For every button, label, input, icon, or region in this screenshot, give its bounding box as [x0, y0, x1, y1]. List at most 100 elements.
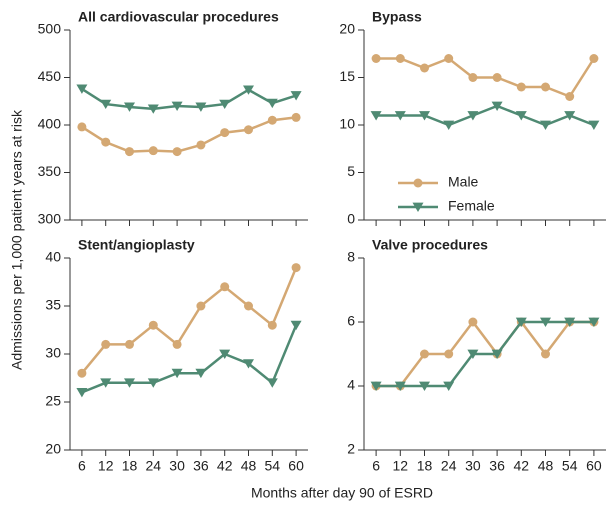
marker — [290, 320, 302, 331]
marker — [243, 85, 254, 95]
x-tick-label: 18 — [417, 458, 433, 474]
y-tick-label: 40 — [45, 249, 61, 265]
x-tick-label: 6 — [78, 458, 86, 474]
marker — [267, 115, 277, 125]
marker — [243, 359, 254, 369]
x-tick-label: 24 — [441, 458, 457, 474]
y-tick-label: 4 — [347, 377, 355, 393]
panel-title: Stent/angioplasty — [78, 237, 195, 253]
marker — [588, 120, 600, 130]
marker — [467, 349, 479, 359]
marker — [100, 378, 112, 388]
y-tick-label: 300 — [38, 211, 62, 227]
x-tick-label: 60 — [288, 458, 304, 474]
marker — [492, 73, 502, 82]
marker — [443, 381, 455, 391]
marker — [420, 349, 429, 359]
y-tick-label: 35 — [45, 297, 61, 313]
marker — [267, 320, 277, 330]
marker — [244, 301, 253, 311]
y-tick-label: 30 — [45, 345, 61, 361]
marker — [564, 317, 576, 327]
marker — [171, 368, 183, 379]
marker — [125, 147, 134, 157]
marker — [540, 120, 551, 130]
x-tick-label: 30 — [465, 458, 481, 474]
y-tick-label: 10 — [339, 116, 355, 132]
y-tick-label: 8 — [347, 249, 355, 265]
panel-title: All cardiovascular procedures — [78, 9, 279, 25]
marker — [419, 381, 430, 391]
series-line — [80, 267, 298, 374]
legend-marker — [413, 178, 423, 188]
marker — [172, 339, 182, 349]
x-tick-label: 48 — [538, 458, 554, 474]
marker — [291, 263, 301, 273]
legend-label: Male — [448, 174, 479, 190]
marker — [124, 378, 135, 388]
marker — [244, 125, 253, 135]
marker — [101, 137, 111, 147]
marker — [516, 82, 526, 92]
marker — [291, 112, 301, 122]
marker — [394, 111, 406, 121]
marker — [395, 54, 405, 63]
series-line — [376, 104, 595, 127]
marker — [195, 102, 207, 112]
marker — [196, 301, 206, 311]
marker — [100, 99, 112, 110]
series-line — [81, 87, 297, 111]
y-tick-label: 5 — [347, 163, 355, 179]
x-tick-label: 42 — [217, 458, 233, 474]
marker — [468, 317, 478, 327]
y-tick-label: 20 — [339, 21, 355, 37]
y-tick-label: 25 — [45, 393, 61, 409]
x-tick-label: 6 — [372, 458, 380, 474]
marker — [124, 102, 135, 112]
marker — [444, 349, 454, 359]
marker — [540, 317, 551, 327]
marker — [444, 54, 454, 63]
marker — [290, 91, 302, 101]
y-tick-label: 15 — [339, 68, 355, 84]
legend-label: Female — [448, 198, 495, 214]
marker — [370, 111, 382, 121]
marker — [515, 317, 527, 327]
marker — [148, 146, 158, 156]
marker — [76, 84, 88, 94]
marker — [76, 388, 88, 398]
legend-marker — [412, 202, 424, 212]
marker — [266, 98, 278, 109]
x-tick-label: 60 — [586, 458, 602, 474]
series-line — [376, 320, 594, 388]
y-tick-label: 500 — [38, 21, 62, 37]
marker — [371, 54, 381, 63]
marker — [420, 63, 429, 73]
y-tick-label: 6 — [347, 313, 355, 329]
x-tick-label: 42 — [514, 458, 530, 474]
marker — [588, 317, 600, 327]
marker — [101, 339, 111, 349]
y-tick-label: 400 — [38, 116, 62, 132]
marker — [515, 111, 527, 121]
marker — [564, 111, 576, 121]
x-tick-label: 36 — [489, 458, 505, 474]
marker — [394, 381, 406, 391]
y-tick-label: 450 — [38, 68, 62, 84]
marker — [125, 339, 134, 349]
marker — [419, 111, 430, 121]
x-tick-label: 12 — [98, 458, 114, 474]
marker — [220, 282, 230, 292]
x-tick-label: 54 — [562, 458, 578, 474]
marker — [541, 82, 550, 92]
marker — [195, 368, 207, 379]
x-tick-label: 54 — [265, 458, 281, 474]
x-tick-label: 12 — [393, 458, 409, 474]
series-line — [81, 116, 297, 153]
y-tick-label: 350 — [38, 163, 62, 179]
x-axis-label: Months after day 90 of ESRD — [251, 485, 433, 501]
marker — [443, 120, 455, 130]
marker — [220, 128, 230, 138]
x-tick-label: 48 — [241, 458, 257, 474]
